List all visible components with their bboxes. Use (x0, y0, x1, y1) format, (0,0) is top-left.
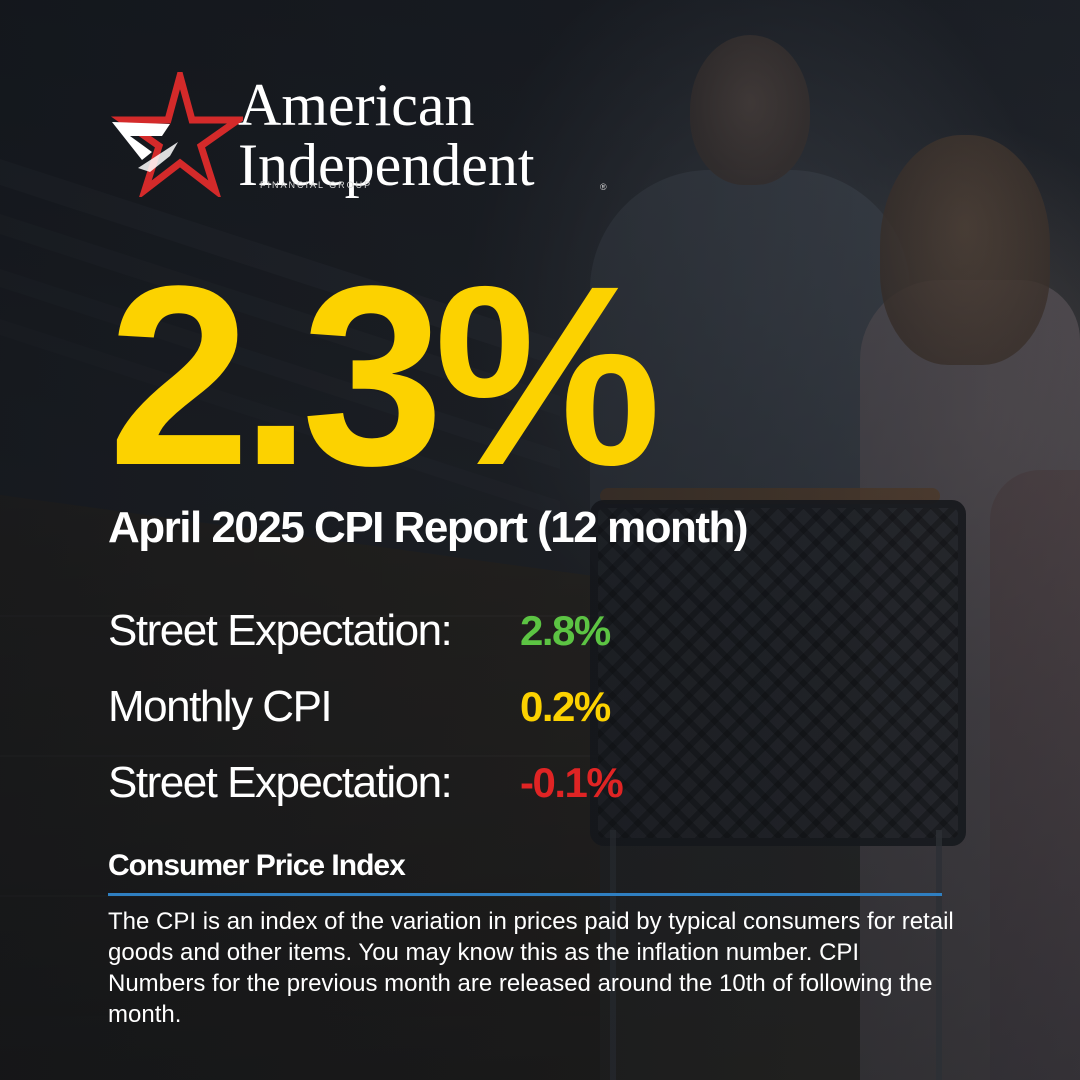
metric-label: Street Expectation: (108, 606, 453, 655)
registered-mark: ® (600, 182, 607, 192)
metric-label: Street Expectation: (108, 758, 453, 807)
metric-value: -0.1% (520, 759, 624, 806)
cpi-rate-headline: 2.3% (108, 233, 661, 519)
star-logo-icon (110, 72, 243, 197)
brand-name-line2: Independent (238, 132, 535, 198)
metric-row: Monthly CPI 0.2% (108, 674, 808, 750)
metric-value: 2.8% (520, 607, 611, 654)
heading-divider (108, 893, 942, 896)
definition-heading: Consumer Price Index (108, 849, 406, 882)
report-title: April 2025 CPI Report (12 month) (108, 503, 749, 552)
metrics-list: Street Expectation: 2.8% Monthly CPI 0.2… (108, 598, 808, 826)
metric-value: 0.2% (520, 683, 611, 730)
brand-name-line1: American (238, 72, 475, 138)
brand-logo: American Independent FINANCIAL GROUP ® (108, 72, 628, 202)
metric-row: Street Expectation: -0.1% (108, 750, 808, 826)
metric-label: Monthly CPI (108, 682, 333, 731)
definition-body: The CPI is an index of the variation in … (108, 908, 954, 1028)
metric-row: Street Expectation: 2.8% (108, 598, 808, 674)
brand-tagline: FINANCIAL GROUP (260, 180, 373, 190)
